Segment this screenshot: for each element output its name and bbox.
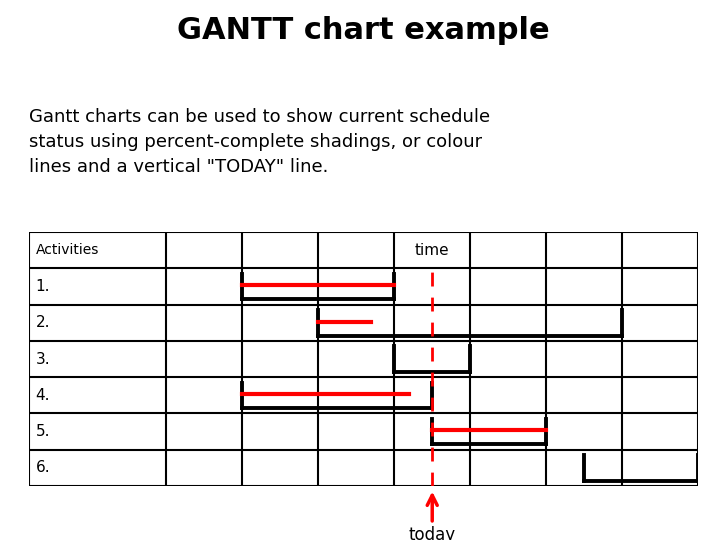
Text: 4.: 4. [35,388,50,403]
Text: Gantt charts can be used to show current schedule
status using percent-complete : Gantt charts can be used to show current… [29,108,490,176]
Text: 2.: 2. [35,315,50,330]
Text: GANTT chart example: GANTT chart example [177,16,550,45]
Text: 5.: 5. [35,424,50,439]
Text: Activities: Activities [35,244,99,258]
Text: 3.: 3. [35,352,50,367]
Text: time: time [415,243,449,258]
Text: 6.: 6. [35,461,50,475]
Text: 1.: 1. [35,279,50,294]
Text: today: today [409,526,456,540]
